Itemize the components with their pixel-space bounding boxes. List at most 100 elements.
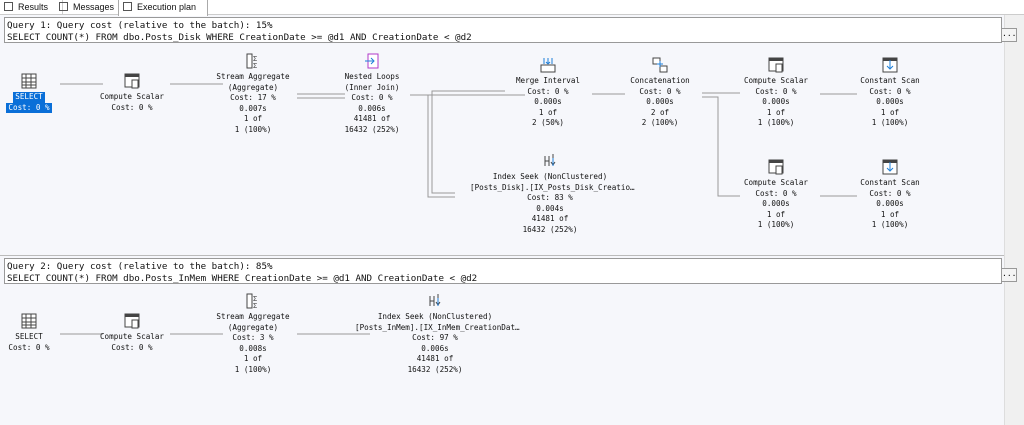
node-text: SELECT [13, 92, 45, 103]
constant-scan-icon [882, 159, 898, 175]
node-text: (Aggregate) [227, 82, 279, 92]
svg-text:Σ: Σ [253, 55, 257, 63]
compute-scalar-icon [768, 159, 784, 175]
node-text: 0.008s [239, 343, 267, 353]
node-text: Cost: 17 % [230, 93, 276, 103]
plan-node-constant-scan[interactable]: Constant Scan Cost: 0 % 0.000s 1 of 1 (100%) [810, 158, 970, 231]
grid-icon [4, 2, 13, 11]
node-text: Cost: 0 % [869, 188, 911, 198]
node-text: 1 (100%) [871, 118, 909, 128]
node-text: 1 (100%) [757, 118, 795, 128]
plan-node-index-seek[interactable]: Index Seek (NonClustered) [Posts_Disk].[I… [470, 152, 635, 236]
query1-more-button[interactable]: ... [1001, 28, 1017, 42]
node-text: (Aggregate) [227, 322, 279, 332]
select-icon [21, 313, 37, 329]
node-text: 0.006s [358, 103, 386, 113]
compute-scalar-icon [768, 57, 784, 73]
node-text: 2 of [650, 107, 670, 117]
plan-node-merge-interval[interactable]: Merge Interval Cost: 0 % 0.000s 1 of 2 (50%) [468, 56, 628, 129]
node-text: Index Seek (NonClustered) [377, 312, 493, 321]
plan-node-constant-scan[interactable]: Constant Scan Cost: 0 % 0.000s 1 of 1 (100%) [810, 56, 970, 129]
node-text: Cost: 0 % [8, 342, 50, 352]
node-text: 16432 (252%) [344, 124, 400, 134]
tab-execution-plan[interactable]: Execution plan [118, 0, 208, 16]
node-text: 1 of [880, 209, 900, 219]
node-text: Cost: 0 % [6, 102, 52, 114]
node-text: 2 (100%) [641, 118, 679, 128]
node-text: 1 (100%) [757, 220, 795, 230]
plan-node-compute-scalar[interactable]: Compute Scalar Cost: 0 % 0.000s 1 of 1 (100%… [696, 56, 856, 129]
node-text: Constant Scan [860, 178, 920, 187]
plan-node-compute-scalar[interactable]: Compute Scalar Cost: 0 % [52, 72, 212, 113]
plan-node-index-seek[interactable]: Index Seek (NonClustered) [Posts_InMem].[… [355, 292, 520, 376]
plan-node-select[interactable]: SELECT Cost: 0 % [0, 312, 109, 353]
divider [0, 255, 1004, 256]
node-text: Compute Scalar [99, 92, 164, 101]
node-text: Cost: 0 % [639, 86, 681, 96]
node-text: 0.004s [536, 203, 564, 213]
nested-loops-icon [365, 53, 379, 69]
node-text: Constant Scan [860, 76, 920, 85]
node-text: 1 (100%) [234, 124, 272, 134]
plan-icon [123, 2, 132, 11]
arrow [297, 93, 345, 99]
node-text: Nested Loops [344, 72, 400, 81]
node-text: 41481 of [353, 114, 391, 124]
query1-cost: Query 1: Query cost (relative to the bat… [7, 20, 273, 31]
node-text: Cost: 0 % [527, 86, 569, 96]
node-text: Cost: 83 % [527, 193, 573, 203]
query2-sql: SELECT COUNT(*) FROM dbo.Posts_InMem WHE… [7, 273, 478, 284]
node-text: 1 of [766, 209, 786, 219]
node-text: Cost: 0 % [111, 102, 153, 112]
select-icon [21, 73, 37, 89]
node-text: 0.000s [762, 97, 790, 107]
node-text: Cost: 0 % [111, 342, 153, 352]
result-tabs: Results Messages Execution plan [0, 0, 1024, 16]
node-text: 1 (100%) [234, 364, 272, 374]
query1-header: Query 1: Query cost (relative to the bat… [4, 17, 1002, 43]
node-text: Cost: 97 % [412, 333, 458, 343]
node-text: Concatenation [630, 76, 690, 85]
node-text: Compute Scalar [99, 332, 164, 341]
plan-node-stream-aggregate[interactable]: Σ Σ Stream Aggregate (Aggregate) Cost: 3 % 0.… [173, 292, 333, 376]
plan-node-stream-aggregate[interactable]: Σ Σ Stream Aggregate (Aggregate) Cost: 17 % 0… [173, 52, 333, 136]
node-text: [Posts_InMem].[IX_InMem_CreationDat… [355, 322, 520, 332]
node-text: 0.000s [534, 97, 562, 107]
plan-node-concatenation[interactable]: Concatenation Cost: 0 % 0.000s 2 of 2 (100%) [580, 56, 740, 129]
index-seek-icon [544, 154, 556, 166]
concatenation-icon [652, 57, 668, 73]
plan-node-compute-scalar[interactable]: Compute Scalar Cost: 0 % [52, 312, 212, 353]
query2-cost: Query 2: Query cost (relative to the bat… [7, 261, 273, 272]
node-text: 1 of [243, 114, 263, 124]
arrow [702, 96, 740, 197]
stream-aggregate-icon: ΣΣ [246, 53, 257, 70]
messages-icon [59, 2, 68, 11]
query2-header: Query 2: Query cost (relative to the bat… [4, 258, 1002, 284]
vertical-scrollbar[interactable] [1004, 15, 1024, 425]
node-text: Merge Interval [515, 76, 580, 85]
node-text: 2 (50%) [531, 118, 564, 128]
plan-node-nested-loops[interactable]: Nested Loops (Inner Join) Cost: 0 % 0.006s 4… [292, 52, 452, 136]
compute-scalar-icon [124, 73, 140, 89]
node-text: Cost: 0 % [869, 86, 911, 96]
compute-scalar-icon [124, 313, 140, 329]
node-text: 41481 of [416, 354, 454, 364]
tab-results[interactable]: Results [0, 0, 63, 14]
node-text: 16432 (252%) [407, 364, 463, 374]
node-text: Cost: 3 % [232, 333, 274, 343]
plan-node-compute-scalar[interactable]: Compute Scalar Cost: 0 % 0.000s 1 of 1 (100%… [696, 158, 856, 231]
node-text: 0.000s [646, 97, 674, 107]
index-seek-icon [429, 294, 441, 306]
query2-more-button[interactable]: ... [1001, 268, 1017, 282]
node-text: 0.006s [421, 343, 449, 353]
node-text: Cost: 0 % [755, 188, 797, 198]
node-text: Cost: 0 % [351, 93, 393, 103]
node-text: 1 (100%) [871, 220, 909, 230]
node-text: Stream Aggregate [216, 312, 290, 321]
svg-text:Σ: Σ [253, 295, 257, 303]
plan-node-select[interactable]: SELECT Cost: 0 % [0, 72, 109, 114]
node-text: 1 of [538, 107, 558, 117]
node-text: Index Seek (NonClustered) [492, 172, 608, 181]
arrow [427, 95, 455, 198]
